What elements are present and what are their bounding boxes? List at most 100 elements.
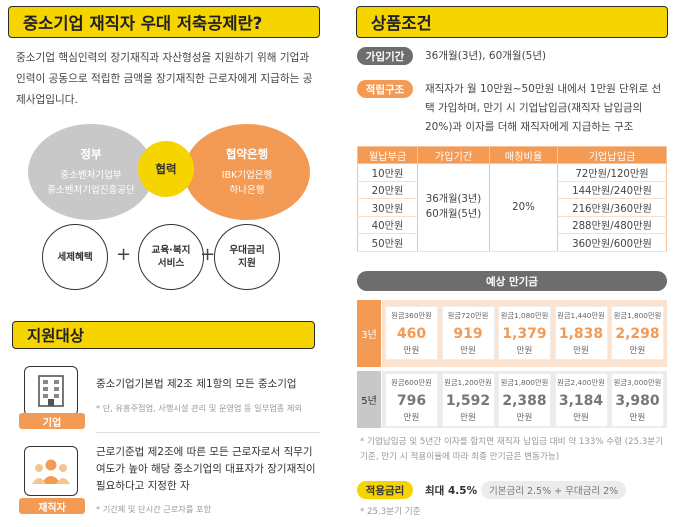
- monthly-cell: 20만원: [357, 181, 418, 199]
- monthly-cell: 30만원: [357, 198, 418, 217]
- rate-max: 최대 4.5%: [425, 485, 478, 497]
- principal-label: 원금600만원: [391, 378, 432, 387]
- maturity-cell: 원금360만원 460 만원: [385, 306, 438, 360]
- maturity-title: 예상 만기금: [357, 271, 667, 291]
- maturity-cell: 원금2,400만원 3,184 만원: [554, 373, 608, 427]
- cooperation-circle: 협력: [138, 141, 194, 197]
- amount-unit: 만원: [460, 413, 476, 423]
- intro-text: 중소기업 핵심인력의 장기재직과 자산형성을 지원하기 위해 기업과 인력이 공…: [16, 52, 313, 106]
- government-title: 정부: [80, 147, 102, 161]
- rate-label: 적용금리: [357, 481, 413, 499]
- structure-label: 적립구조: [357, 80, 413, 98]
- divider: [96, 432, 320, 433]
- maturity-amount: 1,379: [502, 326, 547, 342]
- maturity-cell: 원금1,080만원 1,379 만원: [498, 306, 551, 360]
- government-line1: 중소벤처기업부: [60, 170, 122, 181]
- bank-line2: 하나은행: [229, 185, 265, 196]
- conditions-title-banner: 상품조건: [356, 6, 668, 38]
- maturity-cell: 원금1,440만원 1,838 만원: [554, 306, 608, 360]
- maturity-cell: 원금3,000만원 3,980 만원: [611, 373, 664, 427]
- amount-unit: 만원: [403, 346, 420, 356]
- bank-line1: IBK기업은행: [221, 170, 273, 181]
- amount-unit: 만원: [573, 413, 589, 423]
- support-title-banner: 지원대상: [12, 321, 315, 349]
- col-header-monthly: 월납부금: [357, 146, 418, 164]
- col-header-ratio: 매칭비율: [489, 146, 558, 164]
- amount-unit: 만원: [516, 413, 533, 423]
- principal-label: 원금1,800만원: [500, 378, 549, 387]
- row-5y-label: 5년: [357, 371, 381, 428]
- maturity-amount: 460: [396, 326, 427, 342]
- maturity-cell: 원금1,200만원 1,592 만원: [441, 373, 495, 427]
- company-pay-cell: 144만원/240만원: [557, 181, 667, 199]
- company-pay-cell: 72만원/120만원: [557, 163, 667, 182]
- row-3y-label: 3년: [357, 300, 381, 367]
- col-header-period: 가입기간: [417, 146, 490, 164]
- table-row: 40만원 288만원/480만원: [357, 216, 667, 234]
- benefit-tax-label: 세제혜택: [57, 251, 93, 263]
- principal-label: 원금1,080만원: [500, 311, 549, 320]
- amount-unit: 만원: [629, 413, 646, 423]
- building-icon: [24, 366, 78, 416]
- principal-label: 원금720만원: [447, 311, 489, 320]
- monthly-cell: 40만원: [357, 216, 418, 234]
- employee-description: 근로기준법 제2조에 따른 모든 근로자로서 직무기여도가 높아 해당 중소기업…: [96, 446, 316, 492]
- amount-unit: 만원: [403, 413, 420, 423]
- company-note: * 단, 유흥주점업, 사행시설 관리 및 운영업 등 일부업종 제외: [96, 403, 302, 413]
- period-value: 36개월(3년), 60개월(5년): [425, 50, 547, 62]
- ratio-cell: 20%: [489, 163, 558, 252]
- maturity-amount: 919: [453, 326, 483, 342]
- company-pay-cell: 288만원/480만원: [557, 216, 667, 234]
- principal-label: 원금1,200만원: [444, 378, 492, 387]
- rate-footnote: * 25.3분기 기준: [360, 507, 421, 517]
- maturity-note: * 기업납입금 및 5년간 이자를 합치면 재직자 납입금 대비 약 133% …: [360, 437, 664, 462]
- maturity-amount: 3,980: [615, 393, 660, 409]
- maturity-amount: 796: [396, 393, 427, 409]
- government-circle: 정부 중소벤처기업부 중소벤처기업진흥공단: [28, 124, 154, 220]
- plus-sign: +: [116, 244, 132, 265]
- maturity-amount: 3,184: [558, 393, 604, 409]
- maturity-cell: 원금1,800만원 2,298 만원: [611, 306, 664, 360]
- maturity-cell: 원금600만원 796 만원: [385, 373, 438, 427]
- amount-unit: 만원: [516, 346, 533, 356]
- amount-unit: 만원: [460, 346, 476, 356]
- intro-title-banner: 중소기업 재직자 우대 저축공제란?: [8, 6, 320, 38]
- company-pay-cell: 216만원/360만원: [557, 198, 667, 217]
- maturity-amount: 1,592: [445, 393, 491, 409]
- company-description: 중소기업기본법 제2조 제1항의 모든 중소기업: [96, 378, 297, 390]
- amount-unit: 만원: [629, 346, 646, 356]
- people-icon: [24, 446, 78, 496]
- amount-unit: 만원: [573, 346, 589, 356]
- monthly-cell: 10만원: [357, 163, 418, 182]
- structure-value: 재직자가 월 10만원~50만원 내에서 1만원 단위로 선택 가입하며, 만기…: [425, 83, 662, 133]
- col-header-company-pay: 기업납입금: [557, 146, 667, 164]
- benefit-rate-label: 우대금리 지원: [229, 245, 265, 269]
- government-line2: 중소벤처기업진흥공단: [47, 185, 135, 196]
- table-row: 50만원 360만원/600만원: [357, 233, 667, 252]
- monthly-cell: 50만원: [357, 233, 418, 252]
- table-row: 10만원 36개월(3년) 60개월(5년) 20% 72만원/120만원: [357, 163, 667, 252]
- benefit-tax: 세제혜택: [42, 224, 108, 290]
- maturity-amount: 2,388: [502, 393, 547, 409]
- employee-note: * 기간제 및 단시간 근로자를 포함: [96, 504, 212, 514]
- deposit-table: 월납부금 가입기간 매칭비율 기업납입금 10만원 36개월(3년) 60개월(…: [357, 146, 667, 252]
- benefit-rate: 우대금리 지원: [214, 224, 280, 290]
- principal-label: 원금360만원: [391, 311, 432, 320]
- bank-title: 협약은행: [225, 147, 269, 161]
- benefit-education: 교육·복지 서비스: [138, 224, 204, 290]
- benefit-education-label: 교육·복지 서비스: [151, 245, 191, 269]
- period-cell: 36개월(3년) 60개월(5년): [417, 163, 490, 252]
- bank-circle: 협약은행 IBK기업은행 하나은행: [184, 124, 310, 220]
- table-row: 30만원 216만원/360만원: [357, 198, 667, 217]
- company-tag: 기업: [19, 413, 85, 429]
- table-row: 20만원 144만원/240만원: [357, 181, 667, 199]
- rate-detail: 기본금리 2.5% + 우대금리 2%: [481, 481, 627, 499]
- maturity-amount: 2,298: [615, 326, 660, 342]
- maturity-cell: 원금1,800만원 2,388 만원: [498, 373, 551, 427]
- principal-label: 원금2,400만원: [557, 378, 605, 387]
- principal-label: 원금1,800만원: [613, 311, 662, 320]
- plus-sign: +: [200, 244, 216, 265]
- company-pay-cell: 360만원/600만원: [557, 233, 667, 252]
- maturity-amount: 1,838: [558, 326, 604, 342]
- maturity-cell: 원금720만원 919 만원: [441, 306, 495, 360]
